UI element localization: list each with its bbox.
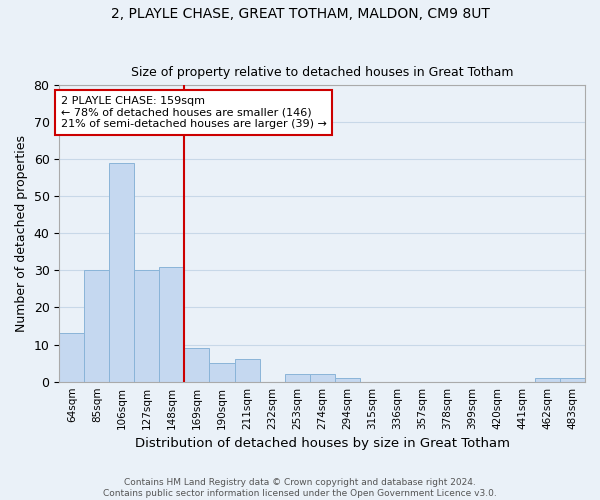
Bar xyxy=(284,374,310,382)
Title: Size of property relative to detached houses in Great Totham: Size of property relative to detached ho… xyxy=(131,66,514,80)
Bar xyxy=(535,378,560,382)
Bar xyxy=(310,374,335,382)
Text: 2, PLAYLE CHASE, GREAT TOTHAM, MALDON, CM9 8UT: 2, PLAYLE CHASE, GREAT TOTHAM, MALDON, C… xyxy=(110,8,490,22)
Y-axis label: Number of detached properties: Number of detached properties xyxy=(15,135,28,332)
Bar xyxy=(184,348,209,382)
Bar xyxy=(160,266,184,382)
X-axis label: Distribution of detached houses by size in Great Totham: Distribution of detached houses by size … xyxy=(134,437,509,450)
Bar xyxy=(560,378,585,382)
Bar xyxy=(109,163,134,382)
Bar xyxy=(235,360,260,382)
Bar xyxy=(209,363,235,382)
Text: 2 PLAYLE CHASE: 159sqm
← 78% of detached houses are smaller (146)
21% of semi-de: 2 PLAYLE CHASE: 159sqm ← 78% of detached… xyxy=(61,96,326,129)
Bar xyxy=(134,270,160,382)
Text: Contains HM Land Registry data © Crown copyright and database right 2024.
Contai: Contains HM Land Registry data © Crown c… xyxy=(103,478,497,498)
Bar xyxy=(59,334,85,382)
Bar xyxy=(335,378,359,382)
Bar xyxy=(85,270,109,382)
